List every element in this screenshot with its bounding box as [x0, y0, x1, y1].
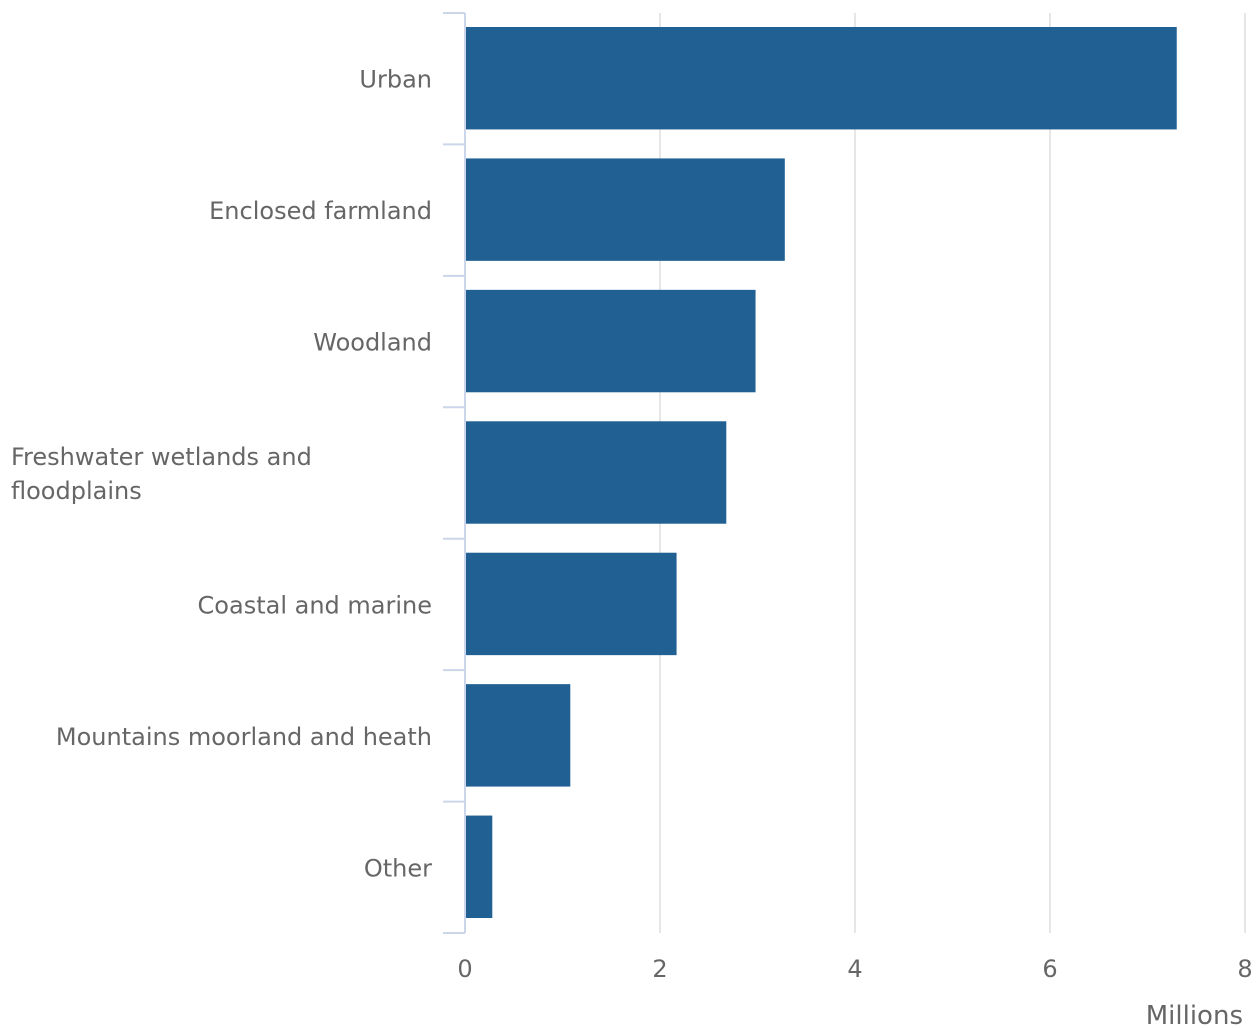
x-tick-labels: 0 2 4 6 8 [457, 955, 1252, 983]
category-label: Freshwater wetlands and [11, 443, 312, 471]
gridlines [659, 13, 1246, 933]
bar [466, 289, 756, 393]
x-tick-label: 4 [847, 955, 862, 983]
x-axis-title: Millions [1146, 1001, 1243, 1028]
x-tick-label: 6 [1042, 955, 1057, 983]
bar [466, 684, 571, 787]
x-tick-label: 0 [457, 955, 472, 983]
x-tick-label: 8 [1237, 955, 1252, 983]
x-tick-label: 2 [652, 955, 667, 983]
category-labels: Urban Enclosed farmland Woodland Freshwater… [11, 66, 432, 883]
bar [466, 158, 785, 261]
category-label: Coastal and marine [198, 591, 432, 619]
category-label: Woodland [313, 329, 432, 357]
category-label: Urban [359, 66, 432, 94]
category-label: floodplains [11, 477, 142, 505]
bar [466, 421, 727, 524]
category-label: Mountains moorland and heath [56, 723, 432, 751]
bars [466, 27, 1177, 918]
category-axis [443, 12, 466, 934]
bar [466, 552, 677, 656]
bar [466, 815, 493, 918]
category-label: Other [364, 854, 432, 882]
category-label: Enclosed farmland [209, 197, 432, 225]
bar [466, 27, 1177, 130]
